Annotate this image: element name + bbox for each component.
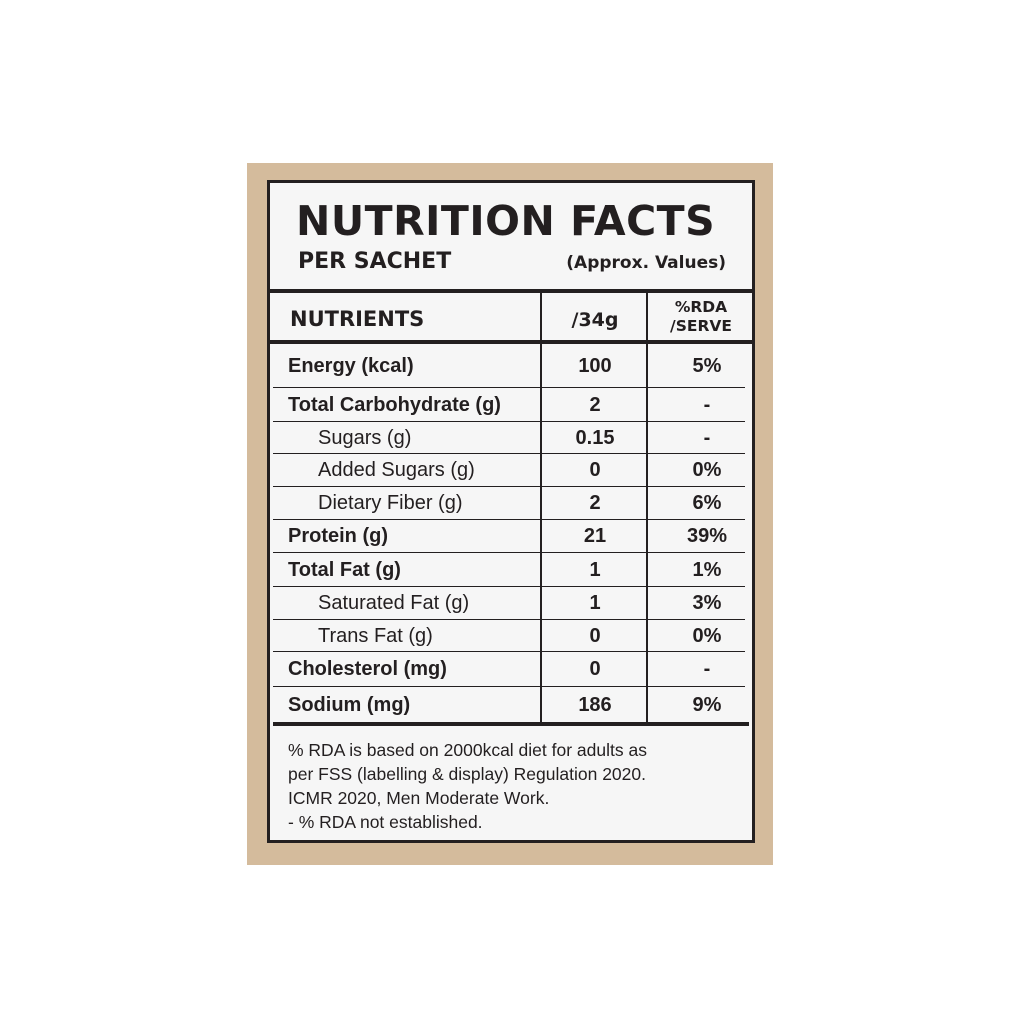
nutrient-name: Sodium (mg) <box>288 694 411 716</box>
table-row: Sugars (g) 0.15 - <box>270 422 752 454</box>
footnote: % RDA is based on 2000kcal diet for adul… <box>288 738 647 834</box>
footnote-line: ICMR 2020, Men Moderate Work. <box>288 788 550 808</box>
nutrient-amount: 1 <box>589 592 601 614</box>
footnote-line: per FSS (labelling & display) Regulation… <box>288 764 646 784</box>
row-divider <box>273 618 745 620</box>
nutrient-amount: 0 <box>589 624 601 647</box>
col-rda: %RDA /SERVE <box>648 298 754 336</box>
title: NUTRITION FACTS <box>296 197 716 245</box>
nutrient-amount: 100 <box>578 354 612 377</box>
nutrient-rda: 0% <box>692 624 722 647</box>
nutrient-rda: 3% <box>692 592 722 614</box>
nutrient-rda: - <box>703 426 711 449</box>
column-divider <box>540 291 542 724</box>
nutrient-amount: 186 <box>578 694 612 716</box>
row-divider <box>273 551 745 553</box>
nutrient-amount: 2 <box>589 492 601 514</box>
row-divider <box>273 386 745 388</box>
table-row: Sodium (mg) 186 9% <box>270 687 752 724</box>
nutrient-rda: 0% <box>692 459 722 481</box>
nutrient-amount: 2 <box>589 393 601 416</box>
nutrient-name: Energy (kcal) <box>288 354 414 377</box>
nutrient-rda: 5% <box>692 354 722 377</box>
divider <box>270 289 752 293</box>
nutrient-rda: 9% <box>692 694 722 716</box>
approx-note: (Approx. Values) <box>566 253 726 273</box>
row-divider <box>273 518 745 520</box>
table-row: Protein (g) 21 39% <box>270 520 752 553</box>
nutrient-name: Total Fat (g) <box>288 558 401 581</box>
divider <box>270 340 752 344</box>
nutrient-amount: 0.15 <box>575 426 615 449</box>
row-divider <box>273 650 745 652</box>
row-divider <box>273 420 745 422</box>
table-row: Saturated Fat (g) 1 3% <box>270 587 752 620</box>
table-row: Cholesterol (mg) 0 - <box>270 652 752 687</box>
nutrition-facts-panel: NUTRITION FACTS PER SACHET (Approx. Valu… <box>267 180 755 843</box>
nutrient-rda: - <box>703 393 711 416</box>
table-row: Dietary Fiber (g) 2 6% <box>270 487 752 520</box>
table-row: Total Carbohydrate (g) 2 - <box>270 388 752 422</box>
table-row: Energy (kcal) 100 5% <box>270 344 752 388</box>
nutrient-rda: - <box>703 658 711 680</box>
table-row: Added Sugars (g) 0 0% <box>270 454 752 487</box>
footnote-line: - % RDA not established. <box>288 812 483 832</box>
row-divider <box>273 585 745 587</box>
nutrient-rda: 39% <box>686 525 728 547</box>
nutrient-name: Total Carbohydrate (g) <box>288 393 501 416</box>
divider <box>273 722 749 726</box>
nutrient-name: Saturated Fat (g) <box>318 592 470 614</box>
nutrient-name: Added Sugars (g) <box>318 459 475 481</box>
col-nutrients: NUTRIENTS <box>290 307 425 331</box>
table-row: Total Fat (g) 1 1% <box>270 553 752 587</box>
row-divider <box>273 452 745 454</box>
nutrient-rda: 1% <box>692 558 722 581</box>
col-per-34g: /34g <box>571 309 619 331</box>
nutrient-rda: 6% <box>692 492 722 514</box>
footnote-line: % RDA is based on 2000kcal diet for adul… <box>288 740 647 760</box>
nutrient-name: Protein (g) <box>288 525 388 547</box>
row-divider <box>273 485 745 487</box>
col-rda-line1: %RDA <box>674 298 728 316</box>
nutrient-amount: 0 <box>589 658 601 680</box>
nutrient-name: Dietary Fiber (g) <box>318 492 463 514</box>
nutrient-amount: 0 <box>589 459 601 481</box>
row-divider <box>273 685 745 687</box>
col-rda-line2: /SERVE <box>670 317 732 335</box>
nutrient-amount: 1 <box>589 558 601 581</box>
column-divider <box>646 291 648 724</box>
nutrient-amount: 21 <box>583 525 607 547</box>
serving-basis: PER SACHET <box>298 249 452 274</box>
nutrient-name: Sugars (g) <box>318 426 412 449</box>
table-row: Trans Fat (g) 0 0% <box>270 620 752 652</box>
nutrient-name: Cholesterol (mg) <box>288 658 447 680</box>
nutrient-name: Trans Fat (g) <box>318 624 433 647</box>
